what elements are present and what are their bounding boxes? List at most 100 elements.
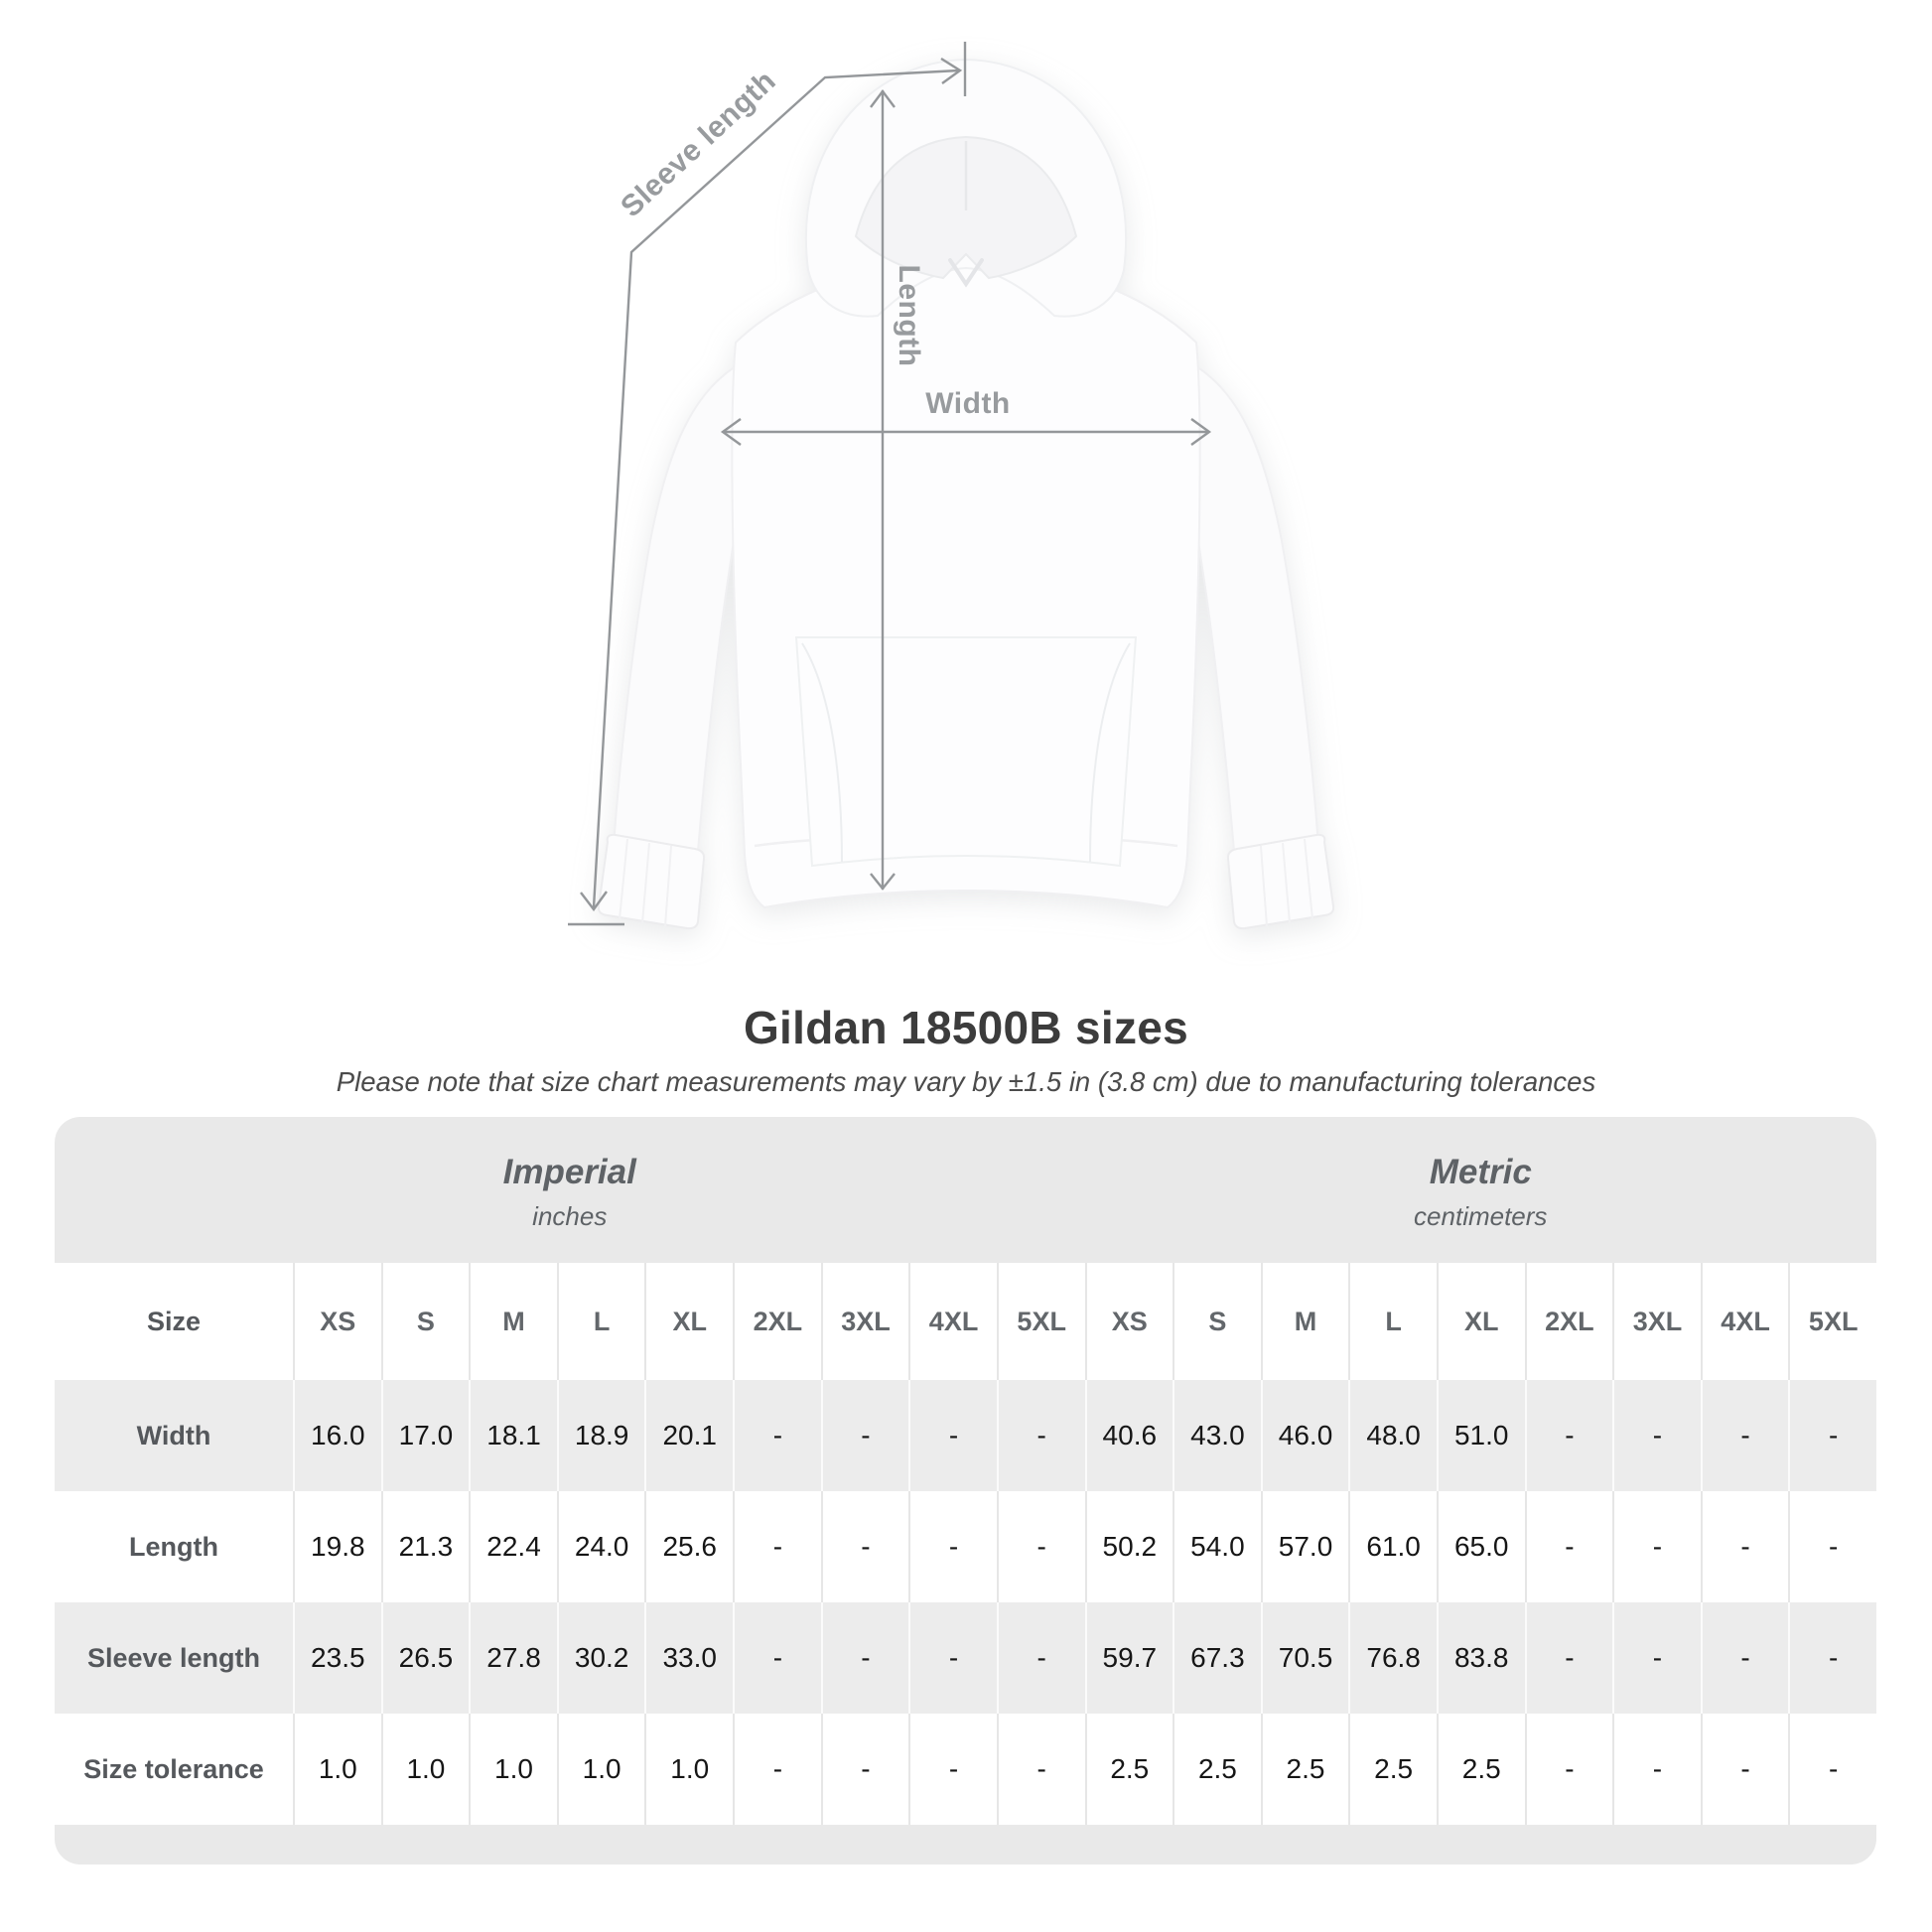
row-label: Width: [55, 1380, 293, 1491]
size-value-cell: 50.2: [1084, 1491, 1173, 1602]
size-col-header-metric: 3XL: [1612, 1263, 1701, 1380]
size-value-cell: 2.5: [1348, 1714, 1437, 1825]
size-col-header-imperial: L: [556, 1263, 645, 1380]
sleeve-length-arrowhead-bottom: [580, 891, 608, 912]
width-label: Width: [925, 387, 1011, 420]
size-value-cell: 2.5: [1436, 1714, 1525, 1825]
size-value-cell: -: [820, 1491, 909, 1602]
size-value-cell: 2.5: [1084, 1714, 1173, 1825]
size-value-cell: -: [1524, 1714, 1613, 1825]
size-value-cell: 26.5: [380, 1602, 470, 1714]
size-value-cell: -: [820, 1602, 909, 1714]
imperial-heading: Imperial: [502, 1152, 636, 1191]
size-value-cell: -: [996, 1602, 1085, 1714]
size-value-cell: -: [1612, 1380, 1701, 1491]
size-value-cell: 1.0: [556, 1714, 645, 1825]
imperial-header-group: Imperial inches: [55, 1117, 1085, 1263]
size-value-cell: 22.4: [469, 1491, 557, 1602]
size-value-cell: 1.0: [293, 1714, 381, 1825]
row-label: Length: [129, 1531, 218, 1562]
size-col-header-metric: 2XL: [1524, 1263, 1613, 1380]
size-value-cell: -: [733, 1602, 821, 1714]
unit-header-band: Imperial inches Metric centimeters: [55, 1117, 1876, 1263]
size-value-cell: -: [1788, 1602, 1876, 1714]
size-col-header-imperial: S: [380, 1263, 470, 1380]
size-col-header-imperial: XL: [644, 1263, 733, 1380]
size-value-cell: 1.0: [644, 1714, 733, 1825]
size-table: Imperial inches Metric centimeters Size X…: [55, 1117, 1876, 1864]
size-col-header-metric: 5XL: [1788, 1263, 1876, 1380]
size-col-header-imperial: 5XL: [996, 1263, 1085, 1380]
table-footer-band: [55, 1825, 1876, 1864]
size-value-cell: -: [908, 1491, 997, 1602]
size-value-cell: -: [1788, 1714, 1876, 1825]
width-arrowhead-right: [1190, 418, 1212, 446]
size-value-cell: -: [1612, 1714, 1701, 1825]
size-column-label: Size: [146, 1306, 202, 1336]
hoodie-pocket-openings: [801, 642, 1131, 863]
size-value-cell: -: [1524, 1380, 1613, 1491]
size-value-cell: 70.5: [1260, 1602, 1349, 1714]
size-value-cell: 54.0: [1173, 1491, 1261, 1602]
size-value-cell: -: [1788, 1380, 1876, 1491]
row-label: Size tolerance: [83, 1753, 264, 1784]
tolerance-note: Please note that size chart measurements…: [336, 1066, 1596, 1097]
size-value-cell: 24.0: [556, 1491, 645, 1602]
hood-drawstring-notch: [948, 258, 984, 288]
metric-heading: Metric: [1429, 1152, 1532, 1191]
size-value-cell: 33.0: [644, 1602, 734, 1714]
size-value-cell: 76.8: [1348, 1602, 1437, 1714]
size-col-header-imperial: M: [469, 1263, 557, 1380]
hoodie-left-cuff: [597, 833, 706, 930]
size-value-cell: -: [1524, 1491, 1613, 1602]
row-label: Sleeve length: [55, 1602, 293, 1714]
size-value-cell: 18.1: [469, 1380, 557, 1491]
size-value-cell: -: [733, 1714, 821, 1825]
size-value-cell: -: [1788, 1491, 1876, 1602]
size-col-header-imperial: 2XL: [733, 1263, 821, 1380]
size-value-cell: -: [1700, 1380, 1789, 1491]
size-value-cell: 30.2: [556, 1602, 645, 1714]
width-arrowhead-left: [720, 418, 742, 446]
sleeve-length-arrowhead-top: [940, 57, 963, 84]
hoodie-measurement-diagram: Sleeve length Length Width: [568, 42, 1335, 930]
imperial-unit: inches: [532, 1200, 608, 1231]
size-value-cell: -: [1700, 1491, 1789, 1602]
size-value-cell: 2.5: [1260, 1714, 1349, 1825]
size-value-cell: 51.0: [1436, 1380, 1525, 1491]
size-value-cell: 57.0: [1260, 1491, 1349, 1602]
size-value-cell: 59.7: [1084, 1602, 1173, 1714]
hoodie-right-cuff: [1226, 833, 1335, 930]
size-value-cell: 27.8: [469, 1602, 557, 1714]
size-value-cell: -: [908, 1714, 997, 1825]
size-col-header-metric: S: [1173, 1263, 1261, 1380]
size-value-cell: 16.0: [293, 1380, 381, 1491]
size-value-cell: -: [820, 1380, 909, 1491]
size-value-cell: -: [733, 1380, 821, 1491]
size-col-header-imperial: 3XL: [820, 1263, 909, 1380]
hoodie-pocket: [794, 636, 1138, 868]
size-value-cell: -: [1524, 1602, 1613, 1714]
size-value-cell: 18.9: [556, 1380, 645, 1491]
sleeve-length-line: [592, 69, 960, 908]
size-grid: Size XS S M L XL 2XL 3XL 4XL 5XL XS S M L XL 2XL 3XL 4XL 5…: [55, 1263, 1876, 1825]
size-value-cell: 40.6: [1084, 1380, 1173, 1491]
size-value-cell: -: [1700, 1602, 1789, 1714]
size-col-header-imperial: XS: [293, 1263, 381, 1380]
length-label: Length: [893, 265, 925, 367]
size-value-cell: 1.0: [380, 1714, 470, 1825]
sleeve-length-label: Sleeve length: [615, 65, 782, 223]
size-value-cell: -: [996, 1380, 1085, 1491]
size-value-cell: -: [1612, 1491, 1701, 1602]
metric-header-group: Metric centimeters: [1085, 1117, 1877, 1263]
size-col-header-imperial: 4XL: [908, 1263, 997, 1380]
size-value-cell: 20.1: [644, 1380, 734, 1491]
size-value-cell: 23.5: [293, 1602, 381, 1714]
size-col-header-metric: 4XL: [1700, 1263, 1789, 1380]
size-value-cell: 17.0: [380, 1380, 470, 1491]
size-value-cell: -: [996, 1714, 1085, 1825]
left-cuff-ribs: [619, 838, 672, 927]
size-value-cell: -: [908, 1380, 997, 1491]
right-cuff-ribs: [1260, 838, 1313, 927]
size-value-cell: 48.0: [1348, 1380, 1437, 1491]
